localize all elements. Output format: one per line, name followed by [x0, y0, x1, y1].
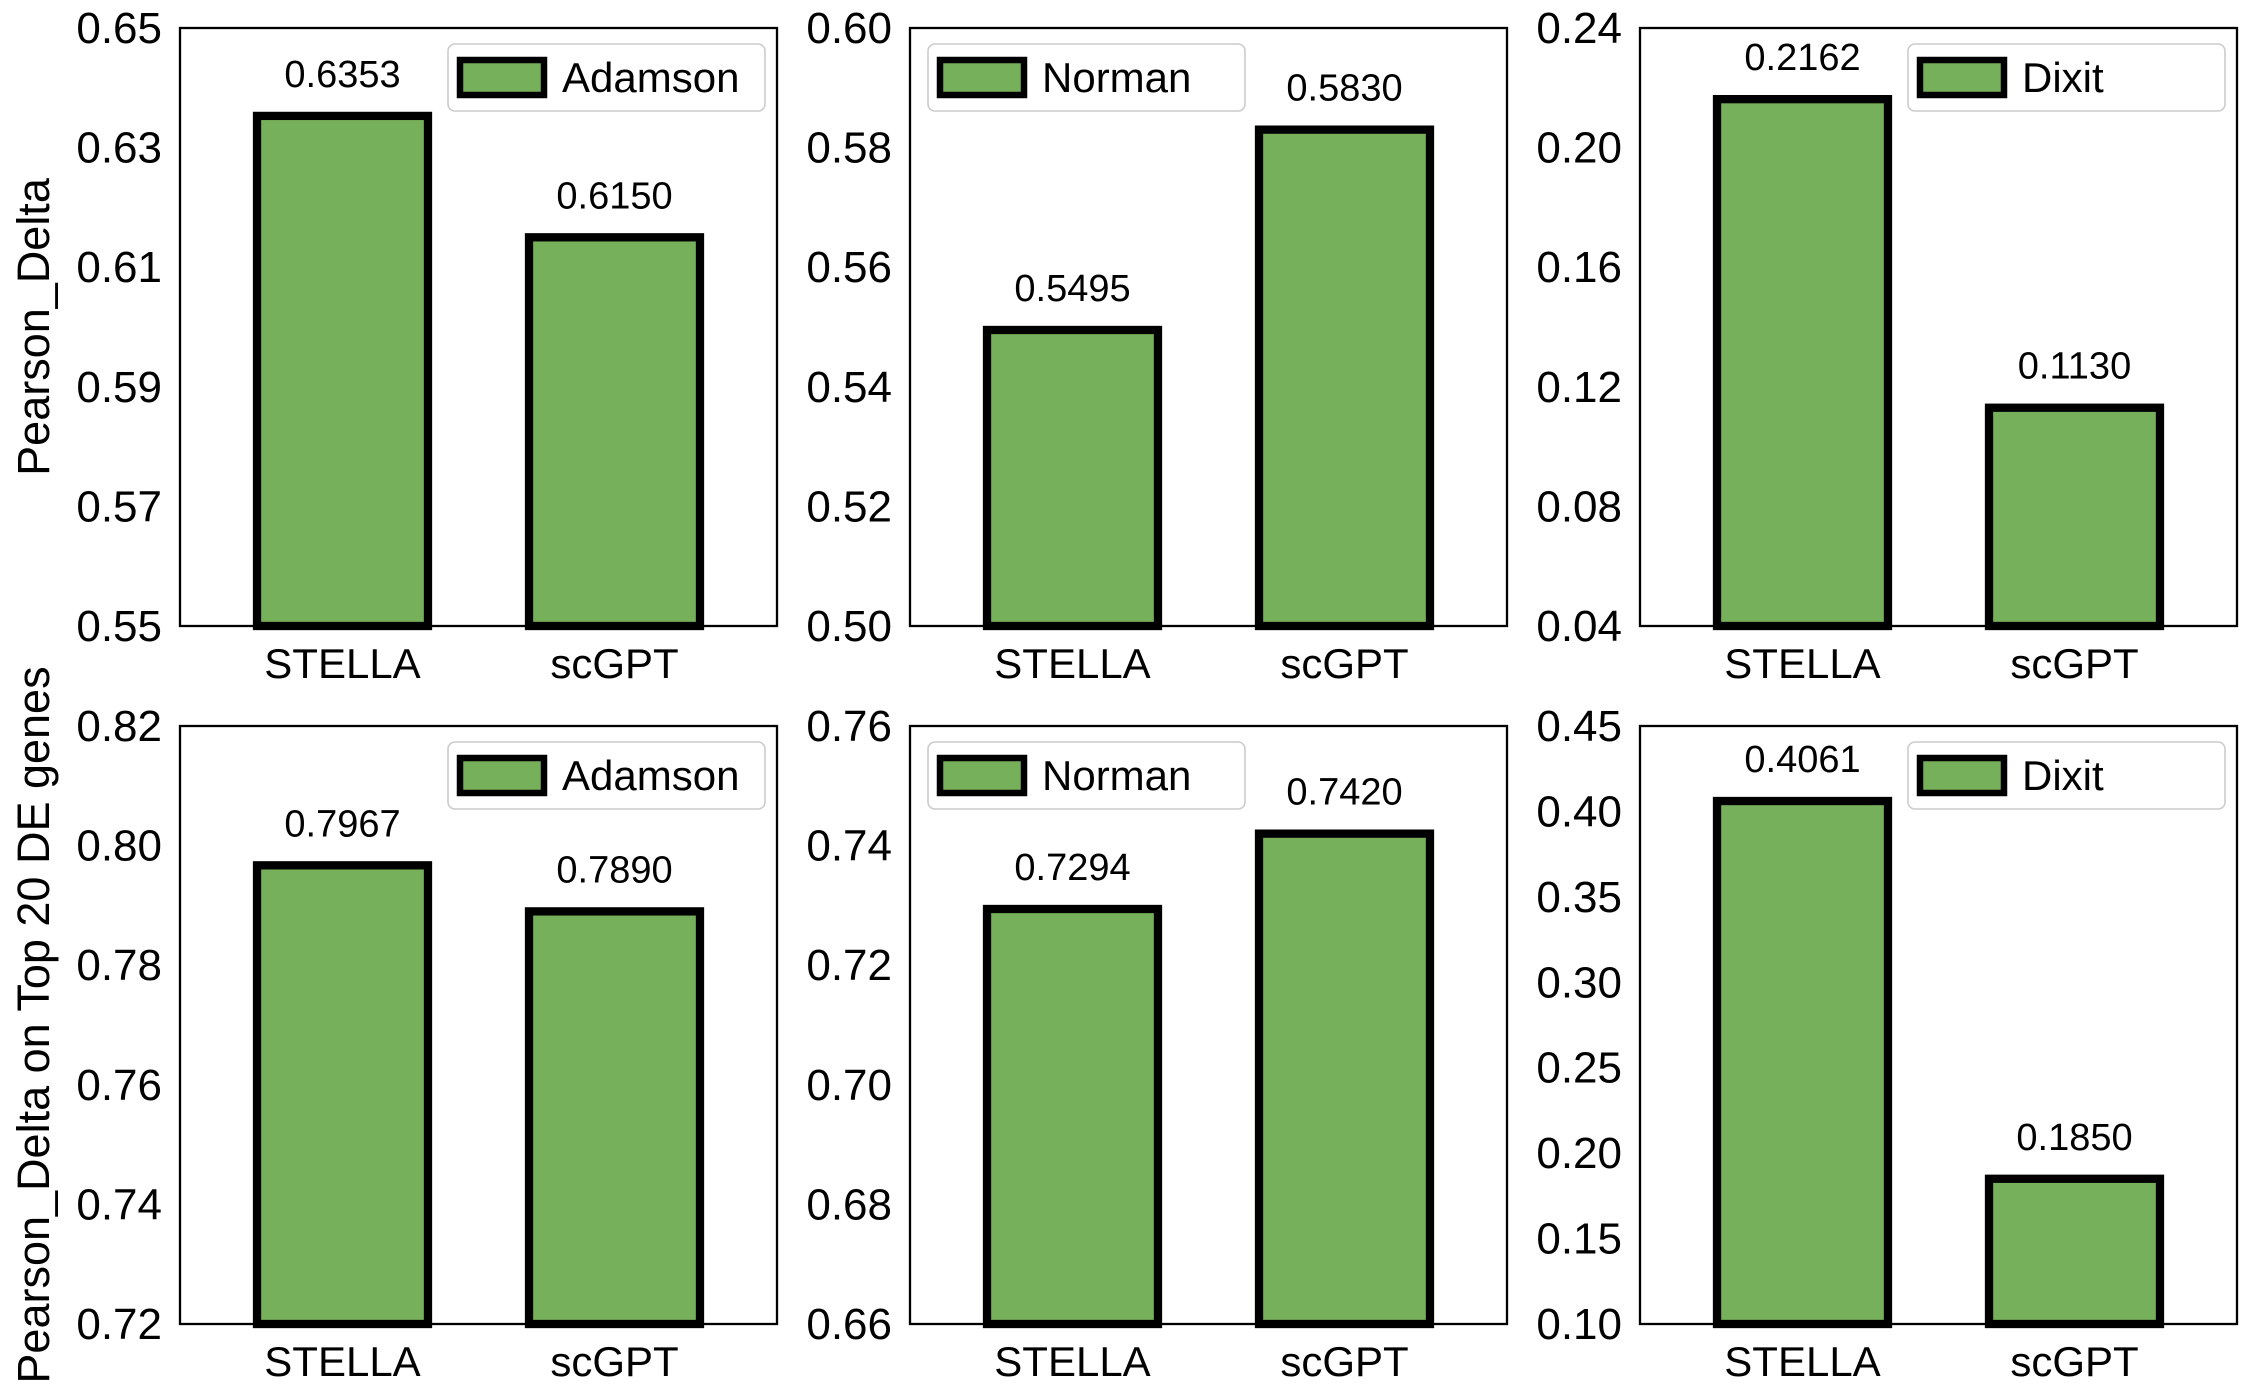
svg-text:0.6353: 0.6353: [284, 54, 400, 96]
svg-text:0.68: 0.68: [806, 1180, 892, 1229]
svg-text:0.24: 0.24: [1536, 4, 1622, 53]
svg-text:Dixit: Dixit: [2022, 752, 2104, 799]
svg-text:scGPT: scGPT: [550, 1338, 678, 1385]
svg-text:0.20: 0.20: [1536, 1129, 1622, 1178]
svg-text:0.76: 0.76: [76, 1061, 162, 1110]
svg-text:0.30: 0.30: [1536, 958, 1622, 1007]
svg-text:0.70: 0.70: [806, 1061, 892, 1110]
svg-text:0.72: 0.72: [806, 941, 892, 990]
svg-text:0.55: 0.55: [76, 602, 162, 651]
svg-text:0.65: 0.65: [76, 4, 162, 53]
svg-text:0.25: 0.25: [1536, 1044, 1622, 1093]
svg-text:0.35: 0.35: [1536, 873, 1622, 922]
svg-text:0.58: 0.58: [806, 124, 892, 173]
svg-text:scGPT: scGPT: [2010, 640, 2138, 687]
svg-text:STELLA: STELLA: [1724, 640, 1880, 687]
svg-text:0.59: 0.59: [76, 363, 162, 412]
svg-text:Adamson: Adamson: [562, 752, 739, 799]
svg-text:0.54: 0.54: [806, 363, 892, 412]
svg-text:Pearson_Delta on Top 20 DE gen: Pearson_Delta on Top 20 DE genes: [8, 666, 59, 1383]
svg-text:0.72: 0.72: [76, 1300, 162, 1349]
svg-text:0.20: 0.20: [1536, 124, 1622, 173]
svg-text:0.50: 0.50: [806, 602, 892, 651]
svg-text:0.45: 0.45: [1536, 702, 1622, 751]
svg-text:0.82: 0.82: [76, 702, 162, 751]
svg-text:Dixit: Dixit: [2022, 54, 2104, 101]
svg-text:0.4061: 0.4061: [1744, 739, 1860, 781]
svg-text:0.40: 0.40: [1536, 787, 1622, 836]
svg-text:scGPT: scGPT: [1280, 1338, 1408, 1385]
svg-text:0.04: 0.04: [1536, 602, 1622, 651]
svg-text:STELLA: STELLA: [994, 1338, 1150, 1385]
svg-text:0.78: 0.78: [76, 941, 162, 990]
svg-text:0.12: 0.12: [1536, 363, 1622, 412]
svg-text:0.74: 0.74: [76, 1180, 162, 1229]
svg-text:0.63: 0.63: [76, 124, 162, 173]
svg-text:0.61: 0.61: [76, 243, 162, 292]
svg-text:STELLA: STELLA: [994, 640, 1150, 687]
svg-text:Adamson: Adamson: [562, 54, 739, 101]
svg-text:0.6150: 0.6150: [556, 175, 672, 217]
svg-text:0.15: 0.15: [1536, 1215, 1622, 1264]
svg-text:STELLA: STELLA: [1724, 1338, 1880, 1385]
svg-text:STELLA: STELLA: [264, 1338, 420, 1385]
svg-text:0.2162: 0.2162: [1744, 37, 1860, 79]
svg-text:Pearson_Delta: Pearson_Delta: [8, 177, 59, 476]
svg-text:STELLA: STELLA: [264, 640, 420, 687]
svg-text:0.7294: 0.7294: [1014, 847, 1130, 889]
svg-text:0.7890: 0.7890: [556, 849, 672, 891]
svg-text:0.7420: 0.7420: [1286, 772, 1402, 814]
svg-text:0.5495: 0.5495: [1014, 268, 1130, 310]
svg-text:scGPT: scGPT: [2010, 1338, 2138, 1385]
svg-text:0.52: 0.52: [806, 482, 892, 531]
svg-text:0.1850: 0.1850: [2016, 1117, 2132, 1159]
svg-text:scGPT: scGPT: [1280, 640, 1408, 687]
svg-text:0.60: 0.60: [806, 4, 892, 53]
svg-text:0.76: 0.76: [806, 702, 892, 751]
svg-text:0.66: 0.66: [806, 1300, 892, 1349]
svg-text:0.16: 0.16: [1536, 243, 1622, 292]
svg-text:0.1130: 0.1130: [2018, 346, 2131, 388]
svg-text:Norman: Norman: [1042, 752, 1191, 799]
svg-text:0.5830: 0.5830: [1286, 68, 1402, 110]
svg-text:scGPT: scGPT: [550, 640, 678, 687]
svg-text:Norman: Norman: [1042, 54, 1191, 101]
svg-text:0.80: 0.80: [76, 822, 162, 871]
svg-text:0.57: 0.57: [76, 482, 162, 531]
svg-text:0.08: 0.08: [1536, 482, 1622, 531]
svg-text:0.74: 0.74: [806, 822, 892, 871]
svg-text:0.56: 0.56: [806, 243, 892, 292]
svg-text:0.10: 0.10: [1536, 1300, 1622, 1349]
svg-text:0.7967: 0.7967: [284, 803, 400, 845]
